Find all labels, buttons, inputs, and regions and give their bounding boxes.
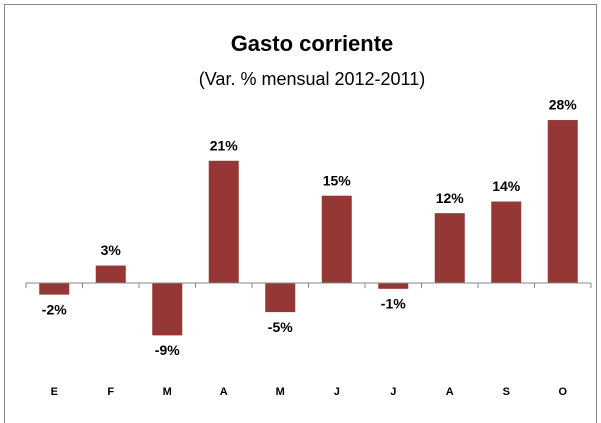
value-label: -1% — [381, 296, 406, 312]
bar — [208, 160, 239, 283]
bar — [434, 213, 465, 283]
bar — [152, 283, 183, 336]
x-tick-label: O — [558, 386, 567, 398]
x-tick-label: M — [276, 386, 285, 398]
bar — [95, 265, 126, 283]
bar — [378, 283, 409, 289]
x-tick-label: S — [503, 386, 510, 398]
bar — [321, 195, 352, 283]
x-tick-label: F — [107, 386, 114, 398]
x-tick-label: A — [220, 386, 228, 398]
chart-title: Gasto corriente — [231, 31, 394, 56]
x-tick-label: M — [163, 386, 172, 398]
x-tick-label: E — [51, 386, 58, 398]
value-label: -5% — [268, 319, 293, 335]
value-label: 14% — [492, 178, 521, 194]
x-tick-label: A — [446, 386, 454, 398]
bar — [265, 283, 296, 313]
value-label: -9% — [155, 342, 180, 358]
chart-subtitle: (Var. % mensual 2012-2011) — [199, 69, 425, 89]
value-label: 21% — [210, 137, 239, 153]
value-label: 3% — [101, 242, 122, 258]
x-tick-label: J — [334, 386, 340, 398]
value-label: 28% — [549, 97, 578, 113]
value-label: 15% — [323, 172, 352, 188]
bar — [39, 283, 70, 295]
value-label: -2% — [42, 301, 67, 317]
bar — [491, 201, 522, 283]
x-tick-label: J — [390, 386, 396, 398]
value-label: 12% — [436, 190, 465, 206]
bar — [547, 120, 578, 283]
